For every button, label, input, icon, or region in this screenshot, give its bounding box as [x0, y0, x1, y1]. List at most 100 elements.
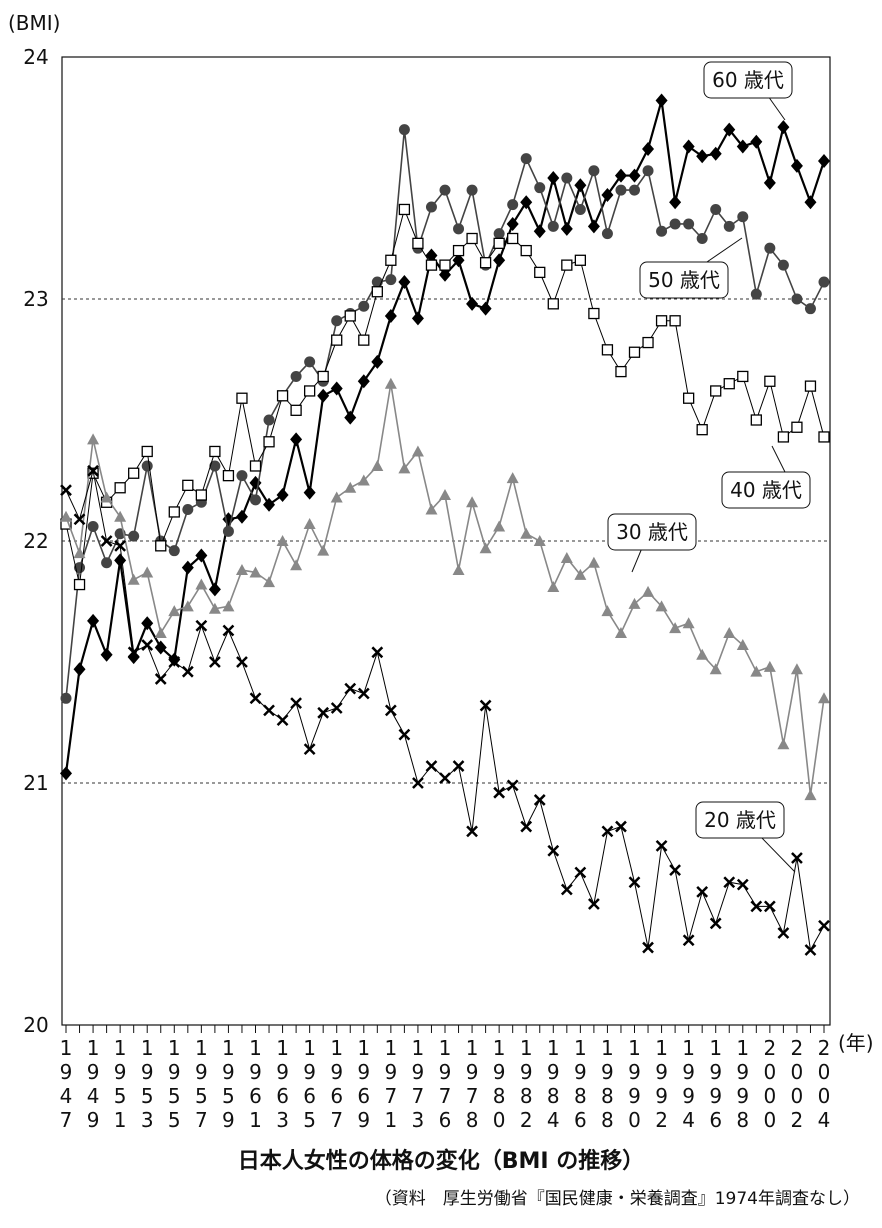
data-point: [737, 211, 749, 223]
data-point: [777, 259, 789, 271]
data-point: [818, 919, 830, 932]
data-point: [669, 622, 682, 634]
data-point: [195, 619, 208, 632]
data-point: [804, 789, 817, 801]
data-point: [249, 566, 262, 578]
data-point: [777, 120, 790, 135]
data-point: [235, 564, 248, 576]
data-point: [439, 772, 451, 785]
data-point: [236, 470, 248, 482]
data-point: [601, 344, 614, 356]
data-point: [466, 184, 478, 196]
data-point: [303, 385, 316, 397]
data-point: [466, 825, 478, 838]
data-point: [168, 652, 181, 667]
data-point: [222, 600, 235, 612]
data-point: [453, 223, 465, 235]
data-point: [100, 535, 113, 547]
data-point: [290, 559, 303, 571]
data-point: [750, 665, 763, 677]
series-line: [64, 100, 826, 774]
callout-pointer: [771, 445, 787, 475]
data-point: [628, 168, 641, 183]
data-point: [804, 303, 816, 315]
data-point: [574, 178, 587, 193]
data-point: [317, 388, 330, 403]
data-point: [791, 852, 803, 864]
data-point: [818, 276, 830, 288]
data-point: [439, 259, 451, 271]
data-point: [763, 900, 776, 913]
callout-box: [607, 513, 697, 551]
data-point: [101, 557, 113, 569]
data-point: [628, 876, 641, 889]
data-point: [547, 844, 560, 857]
data-point: [141, 639, 154, 651]
legend-label: 20 歳代: [704, 808, 776, 832]
data-point: [601, 605, 614, 617]
y-tick-label: 21: [23, 771, 48, 795]
data-point: [60, 692, 72, 704]
data-point: [534, 266, 546, 279]
data-point: [764, 375, 776, 387]
data-point: [384, 704, 397, 717]
data-point: [791, 421, 803, 433]
data-point: [736, 639, 749, 651]
data-point: [723, 876, 736, 889]
data-point: [398, 462, 411, 474]
data-point: [790, 158, 803, 173]
data-point: [588, 307, 600, 320]
data-point: [696, 648, 709, 660]
data-point: [73, 578, 86, 591]
data-point: [818, 692, 830, 704]
data-point: [330, 381, 343, 396]
data-point: [669, 218, 681, 230]
data-point: [411, 311, 424, 326]
data-point: [682, 392, 695, 404]
data-point: [533, 794, 546, 806]
data-point: [669, 315, 681, 327]
y-tick-label: 20: [23, 1013, 48, 1037]
data-point: [154, 640, 167, 655]
data-point: [439, 184, 451, 196]
data-point: [304, 356, 316, 368]
data-point: [358, 300, 370, 312]
data-point: [73, 547, 86, 559]
data-point: [181, 665, 194, 678]
data-point: [656, 225, 668, 237]
data-point: [750, 288, 762, 300]
data-point: [60, 484, 72, 497]
data-point: [736, 139, 749, 154]
data-point: [384, 308, 397, 323]
data-point: [87, 520, 99, 532]
data-point: [412, 777, 424, 789]
data-point: [182, 504, 194, 516]
data-point: [357, 474, 370, 486]
data-point: [547, 580, 560, 592]
data-point: [642, 165, 654, 177]
data-point: [574, 254, 587, 266]
chart-title: 日本人女性の体格の変化（BMI の推移）: [238, 1148, 645, 1174]
callout-box: [695, 801, 785, 839]
data-point: [141, 445, 153, 458]
legend-label: 50 歳代: [648, 268, 720, 292]
data-point: [303, 743, 316, 756]
data-point: [425, 248, 438, 263]
data-point: [574, 568, 587, 580]
data-point: [276, 535, 289, 546]
data-point: [614, 168, 627, 183]
data-point: [507, 232, 519, 245]
data-point: [344, 310, 356, 322]
data-point: [642, 336, 654, 349]
data-point: [357, 687, 370, 700]
data-point: [344, 481, 357, 493]
y-tick-label: 22: [23, 529, 48, 553]
